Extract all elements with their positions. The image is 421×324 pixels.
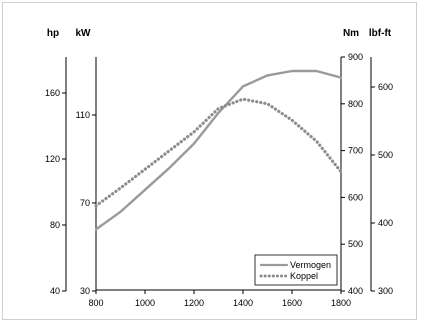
y-tick-label-right_outer: 300 bbox=[378, 286, 393, 296]
y-tick-label-right_inner: 400 bbox=[348, 286, 363, 296]
y-tick-label-right_inner: 800 bbox=[348, 99, 363, 109]
y-tick-label-left_outer: 160 bbox=[45, 88, 60, 98]
x-tick-label: 800 bbox=[88, 298, 103, 308]
x-tick-label: 1400 bbox=[233, 298, 253, 308]
x-tick-label: 1200 bbox=[184, 298, 204, 308]
unit-label-left_outer: hp bbox=[47, 28, 59, 39]
series-line-vermogen bbox=[94, 69, 343, 231]
x-tick-label: 1600 bbox=[282, 298, 302, 308]
y-tick-label-left_inner: 30 bbox=[80, 286, 90, 296]
unit-label-right_outer: lbf-ft bbox=[369, 28, 392, 39]
series bbox=[94, 69, 343, 231]
y-tick-label-left_outer: 120 bbox=[45, 154, 60, 164]
y-tick-label-right_outer: 400 bbox=[378, 218, 393, 228]
y-tick-label-left_outer: 40 bbox=[50, 286, 60, 296]
y-tick-label-right_outer: 600 bbox=[378, 82, 393, 92]
x-tick-label: 1800 bbox=[331, 298, 351, 308]
x-tick-label: 1000 bbox=[135, 298, 155, 308]
y-tick-label-right_inner: 500 bbox=[348, 239, 363, 249]
y-tick-label-right_inner: 600 bbox=[348, 192, 363, 202]
legend-label-vermogen: Vermogen bbox=[290, 260, 331, 270]
y-tick-label-left_outer: 80 bbox=[50, 220, 60, 230]
unit-label-right_inner: Nm bbox=[343, 28, 359, 39]
y-tick-label-left_inner: 110 bbox=[76, 110, 90, 120]
legend-label-koppel: Koppel bbox=[290, 271, 318, 281]
chart-frame bbox=[2, 2, 417, 320]
y-tick-label-right_inner: 700 bbox=[348, 146, 363, 156]
y-tick-label-left_inner: 70 bbox=[80, 198, 90, 208]
legend-box bbox=[254, 254, 338, 286]
axes: 40 80 120 160 30 70 110 400 500 600 700 800 900 300 40… bbox=[45, 28, 393, 308]
y-tick-label-right_inner: 900 bbox=[348, 52, 363, 62]
unit-label-left_inner: kW bbox=[76, 28, 92, 39]
y-tick-label-right_outer: 500 bbox=[378, 150, 393, 160]
series-line-koppel bbox=[94, 97, 343, 208]
